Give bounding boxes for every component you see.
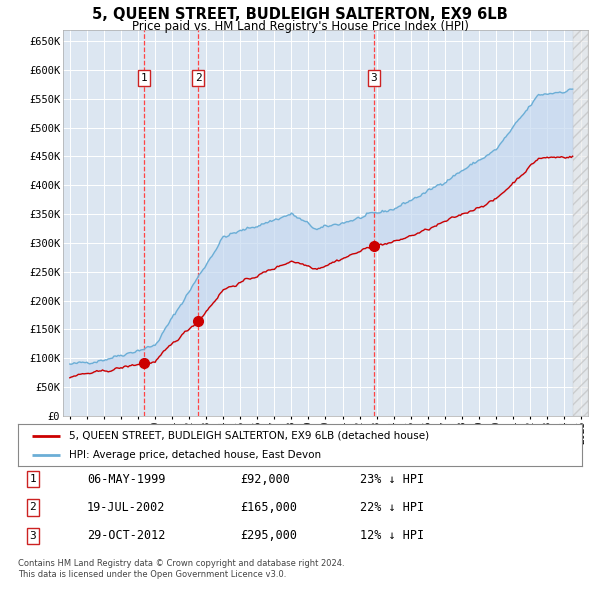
Text: 23% ↓ HPI: 23% ↓ HPI [360,473,424,486]
Text: This data is licensed under the Open Government Licence v3.0.: This data is licensed under the Open Gov… [18,571,286,579]
Text: 3: 3 [29,531,37,540]
Text: 06-MAY-1999: 06-MAY-1999 [87,473,166,486]
Polygon shape [572,30,588,416]
Text: 1: 1 [29,474,37,484]
Text: 22% ↓ HPI: 22% ↓ HPI [360,501,424,514]
Text: 2: 2 [29,503,37,512]
Text: HPI: Average price, detached house, East Devon: HPI: Average price, detached house, East… [69,451,321,460]
Text: £165,000: £165,000 [240,501,297,514]
Text: 5, QUEEN STREET, BUDLEIGH SALTERTON, EX9 6LB: 5, QUEEN STREET, BUDLEIGH SALTERTON, EX9… [92,7,508,22]
Text: 29-OCT-2012: 29-OCT-2012 [87,529,166,542]
Text: 12% ↓ HPI: 12% ↓ HPI [360,529,424,542]
Text: Price paid vs. HM Land Registry's House Price Index (HPI): Price paid vs. HM Land Registry's House … [131,20,469,33]
Text: 2: 2 [195,73,202,83]
Text: 1: 1 [141,73,148,83]
Text: £295,000: £295,000 [240,529,297,542]
Text: 19-JUL-2002: 19-JUL-2002 [87,501,166,514]
Text: Contains HM Land Registry data © Crown copyright and database right 2024.: Contains HM Land Registry data © Crown c… [18,559,344,568]
Text: £92,000: £92,000 [240,473,290,486]
Text: 5, QUEEN STREET, BUDLEIGH SALTERTON, EX9 6LB (detached house): 5, QUEEN STREET, BUDLEIGH SALTERTON, EX9… [69,431,429,441]
Text: 3: 3 [370,73,377,83]
